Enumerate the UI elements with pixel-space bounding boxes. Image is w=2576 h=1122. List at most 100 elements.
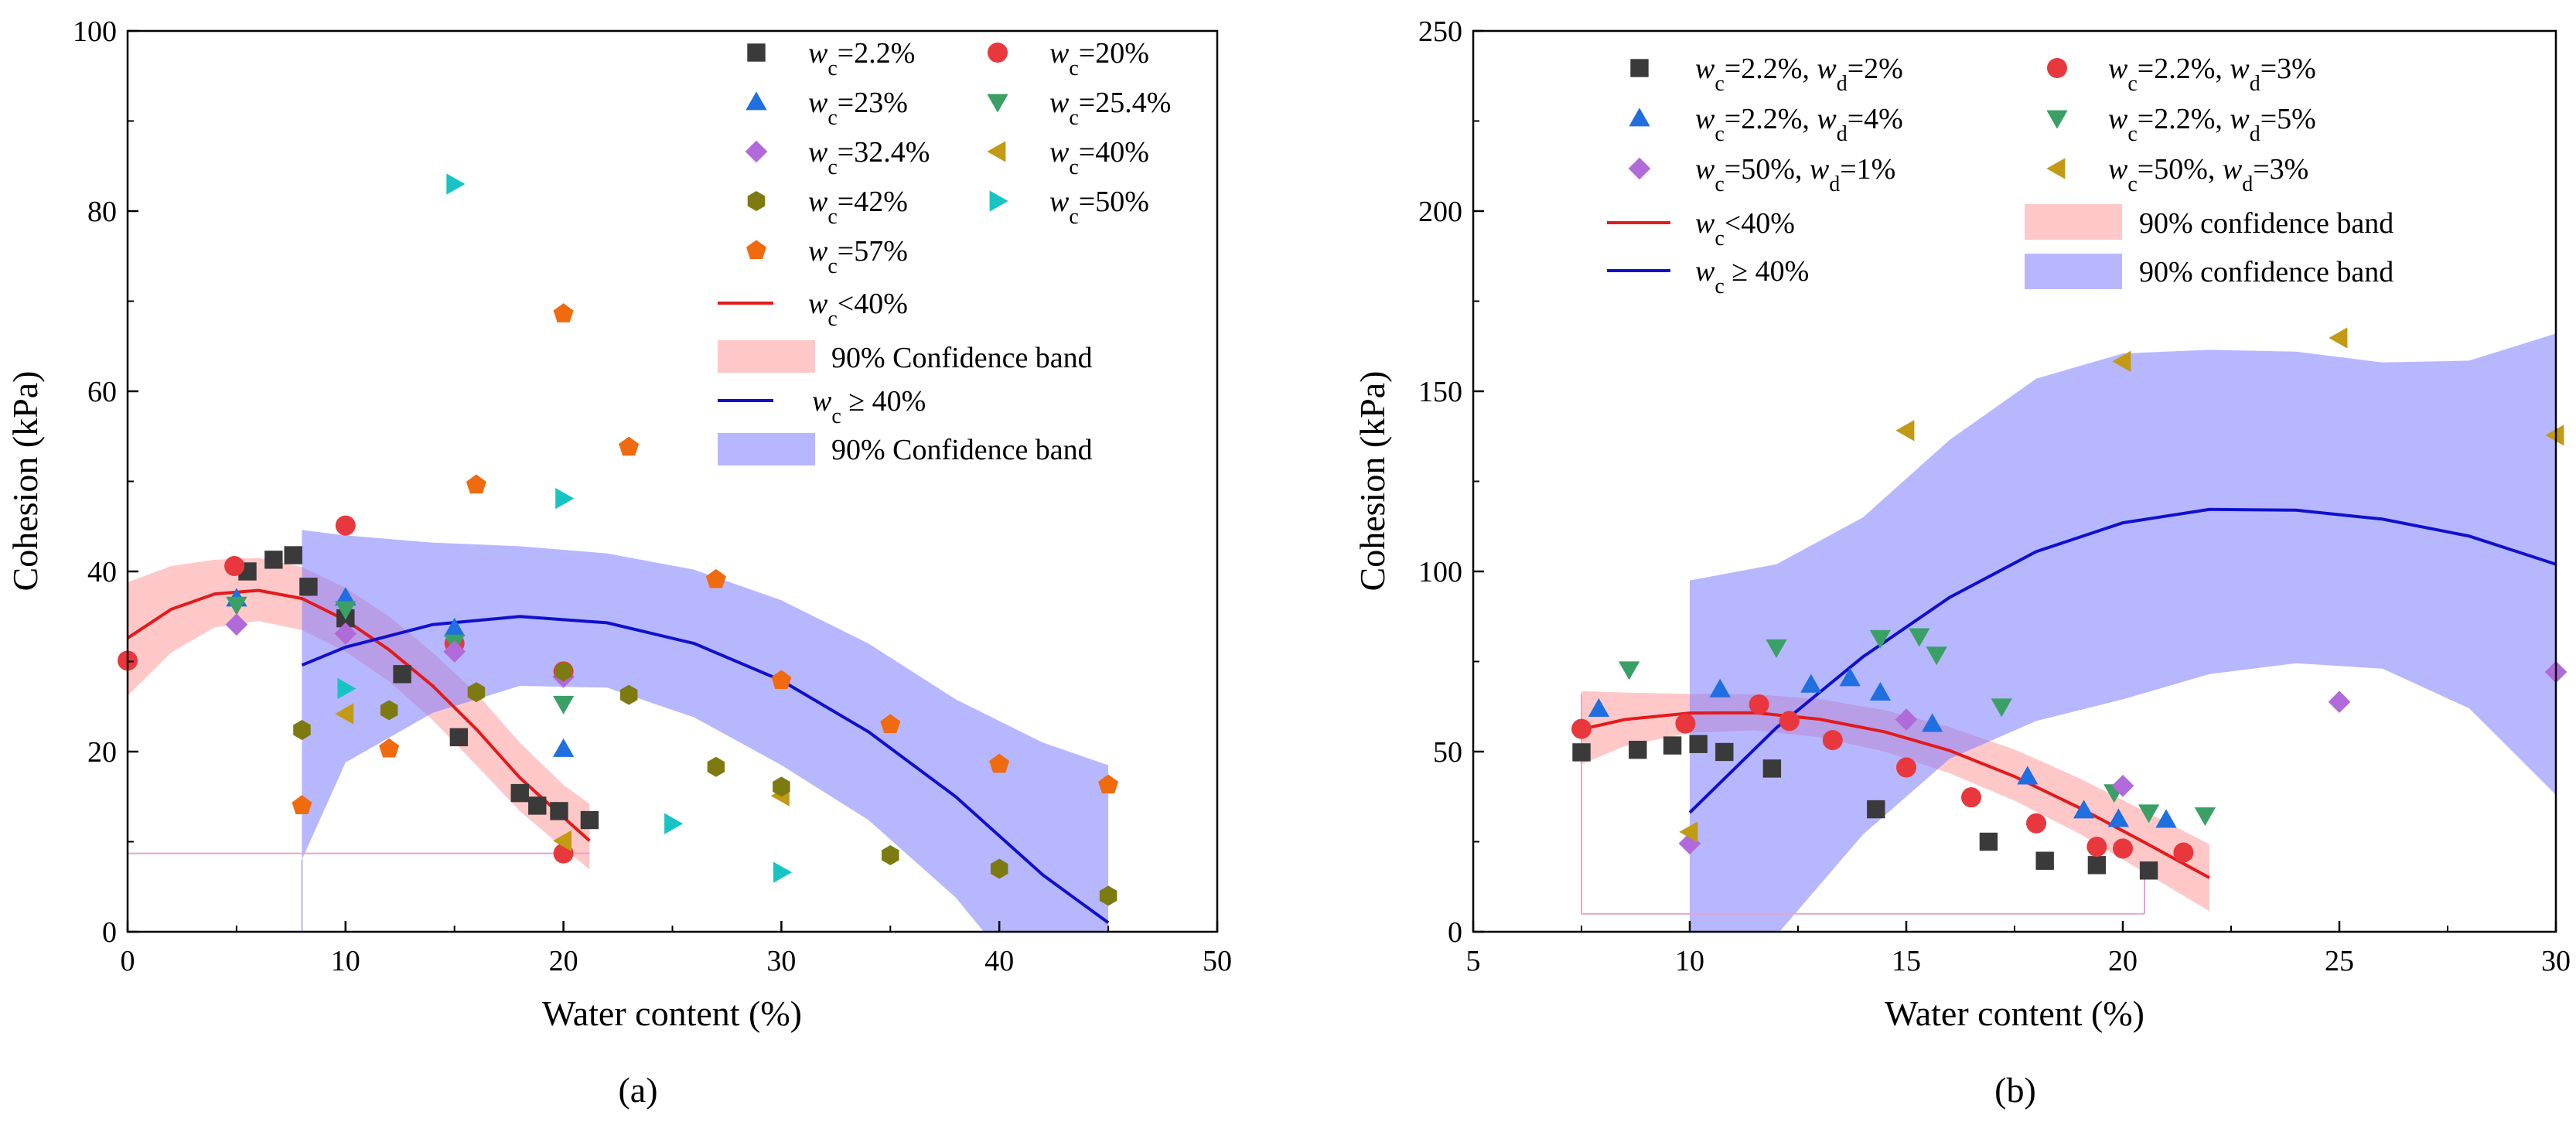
data-point-series-4 xyxy=(2194,807,2216,827)
data-point-series-3 xyxy=(1869,681,1892,701)
data-point-series-7 xyxy=(773,776,790,797)
x-axis-label: Water content (%) xyxy=(1885,994,2144,1033)
y-tick-label: 60 xyxy=(87,376,117,408)
data-point-series-1 xyxy=(2035,851,2054,870)
data-point-series-2 xyxy=(2113,838,2133,859)
legend-marker xyxy=(988,43,1008,63)
legend-marker xyxy=(1630,59,1649,77)
legend-label: wc=20% xyxy=(1049,37,1149,80)
data-point-series-7 xyxy=(619,684,638,705)
data-point-series-7 xyxy=(1099,885,1117,906)
data-point-series-1 xyxy=(550,802,568,820)
legend-label: wc<40% xyxy=(808,288,908,331)
fit-line-high xyxy=(1688,507,2556,814)
data-point-series-6 xyxy=(2112,350,2131,372)
data-point-series-9 xyxy=(771,670,792,690)
data-point-series-3 xyxy=(1800,674,1822,693)
data-point-series-6 xyxy=(1895,420,1915,442)
legend-band-swatch xyxy=(2025,204,2122,240)
data-point-series-1 xyxy=(2087,856,2107,875)
data-point-series-6 xyxy=(2545,425,2564,446)
data-point-series-3 xyxy=(2017,766,2039,785)
legend-label: wc=2.2% xyxy=(808,37,915,80)
fit-line-high xyxy=(301,615,1110,924)
y-tick-label: 250 xyxy=(1418,15,1462,48)
data-point-series-9 xyxy=(705,568,726,588)
legend-label: wc=50% xyxy=(1049,186,1149,229)
data-point-series-6 xyxy=(552,830,571,851)
legend-marker xyxy=(747,191,766,211)
legend-marker xyxy=(2046,158,2066,179)
data-point-series-4 xyxy=(1926,646,1947,666)
legend-label: wc=2.2%, wd=4% xyxy=(1695,103,1903,146)
data-point-series-3 xyxy=(552,738,575,757)
x-tick-label: 30 xyxy=(766,945,796,977)
legend-label: wc=50%, wd=1% xyxy=(1695,153,1895,196)
data-point-series-7 xyxy=(554,661,572,682)
legend-label: 90% confidence band xyxy=(2139,256,2393,288)
data-point-series-8 xyxy=(773,861,793,883)
data-point-series-9 xyxy=(553,303,574,322)
data-point-series-3 xyxy=(335,587,357,606)
legend-label: wc=23% xyxy=(808,87,908,130)
y-tick-label: 100 xyxy=(1418,556,1462,588)
y-tick-label: 0 xyxy=(1448,916,1462,949)
data-point-series-3 xyxy=(1921,713,1943,732)
data-point-series-1 xyxy=(284,546,302,564)
legend-label: wc=50%, wd=3% xyxy=(2108,153,2308,196)
y-tick-label: 200 xyxy=(1418,196,1462,228)
data-point-series-1 xyxy=(1689,735,1708,753)
data-point-series-5 xyxy=(1895,708,1918,731)
legend-label: 90% Confidence band xyxy=(831,434,1093,466)
legend-band-swatch xyxy=(718,340,815,373)
legend-label: wc ≥ 40% xyxy=(1695,255,1809,298)
legend-marker xyxy=(747,43,766,62)
x-tick-label: 10 xyxy=(1675,945,1704,977)
data-point-series-6 xyxy=(335,703,354,725)
x-tick-label: 0 xyxy=(121,945,135,977)
legend-label: wc=32.4% xyxy=(808,136,930,179)
legend-band-swatch xyxy=(2025,254,2122,289)
x-tick-label: 5 xyxy=(1466,945,1481,977)
data-point-series-7 xyxy=(882,844,899,865)
data-point-series-1 xyxy=(1629,740,1647,759)
data-point-series-1 xyxy=(393,665,411,684)
data-point-series-2 xyxy=(224,556,245,577)
y-tick-label: 0 xyxy=(102,916,117,949)
confidence-band-high xyxy=(1690,333,2556,932)
data-point-series-2 xyxy=(2026,813,2046,834)
fit-line-low xyxy=(1581,711,2210,879)
data-point-series-4 xyxy=(226,596,247,616)
y-axis-label: Cohesion (kPa) xyxy=(5,371,45,592)
data-point-series-6 xyxy=(2329,327,2348,349)
legend: wc=2.2% wc=20% wc=23% wc=25.4% wc=32.4% wc=40… xyxy=(718,37,1171,466)
legend-marker xyxy=(987,94,1008,113)
data-point-series-1 xyxy=(264,551,283,569)
data-point-series-9 xyxy=(379,738,400,758)
data-point-series-2 xyxy=(2173,842,2194,863)
data-point-series-5 xyxy=(2328,691,2351,713)
legend-marker xyxy=(746,240,766,260)
legend-label: 90% confidence band xyxy=(2139,207,2393,240)
x-tick-label: 25 xyxy=(2325,945,2354,977)
data-point-series-1 xyxy=(1979,832,1998,851)
data-point-series-4 xyxy=(1991,698,2012,718)
y-tick-label: 80 xyxy=(87,196,117,228)
data-point-series-4 xyxy=(2138,804,2160,824)
data-point-series-1 xyxy=(1762,759,1782,778)
x-tick-label: 30 xyxy=(2541,945,2571,977)
data-point-series-9 xyxy=(292,795,312,814)
data-point-series-2 xyxy=(1779,711,1800,732)
data-point-series-2 xyxy=(1571,718,1592,739)
legend-marker xyxy=(1629,107,1650,127)
legend-marker xyxy=(2047,58,2067,78)
data-point-series-4 xyxy=(335,601,357,620)
data-point-series-7 xyxy=(990,858,1008,879)
chart-panel-a: 0 10 20 30 40 50 0 20 40 60 80 100 Water content (%… xyxy=(5,15,1232,1110)
legend-label: wc=57% xyxy=(808,235,908,278)
legend-label: wc=2.2%, wd=3% xyxy=(2108,53,2316,96)
data-point-series-2 xyxy=(335,515,356,536)
data-point-series-2 xyxy=(2086,837,2107,858)
data-point-series-5 xyxy=(334,622,357,645)
data-point-series-3 xyxy=(2155,809,2177,828)
